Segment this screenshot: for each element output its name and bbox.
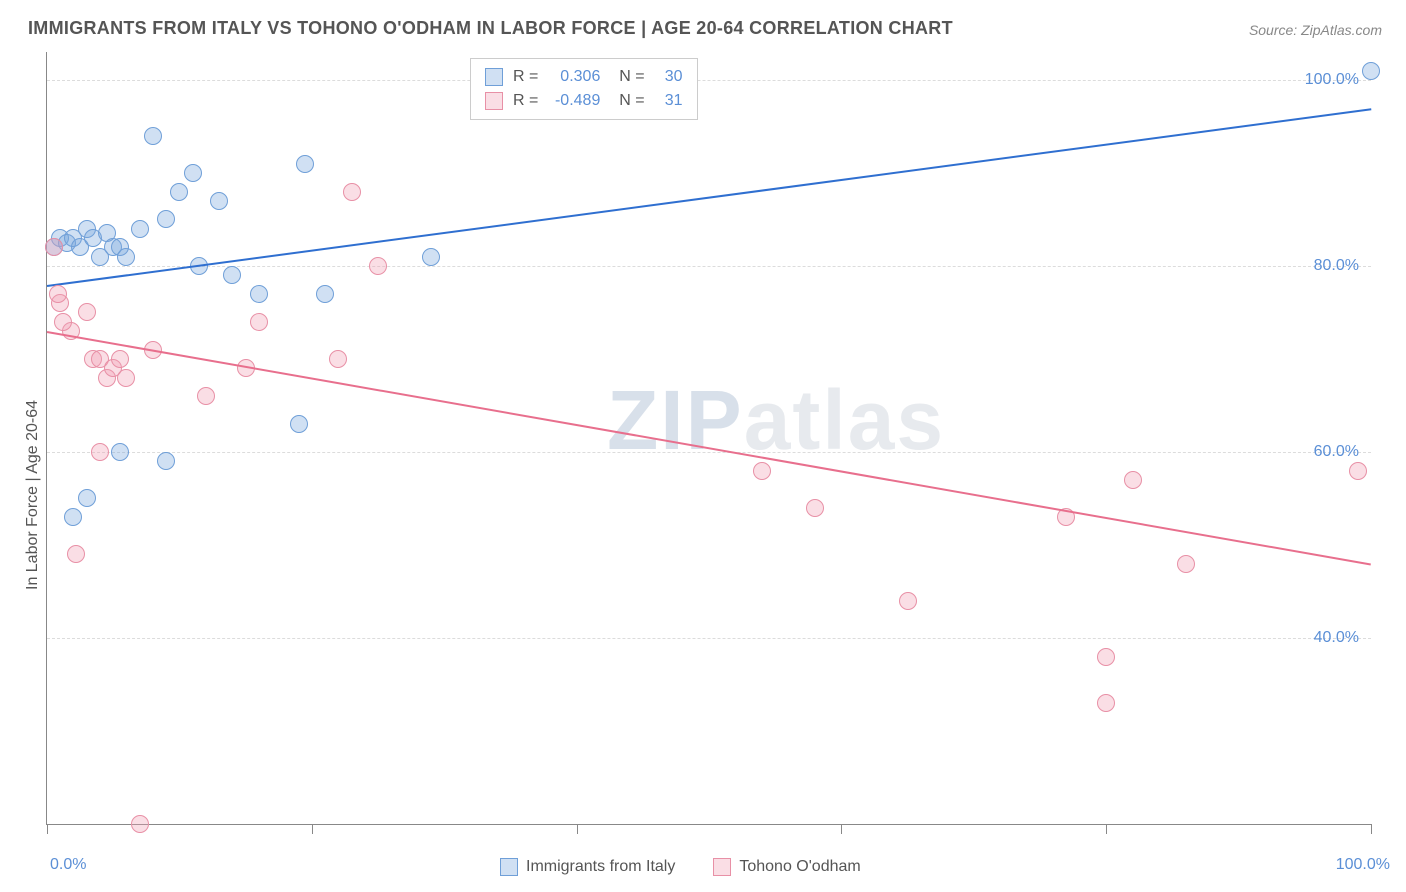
x-tick (577, 824, 578, 834)
data-point (1097, 648, 1115, 666)
legend-n-value: 31 (655, 89, 683, 113)
legend-swatch (485, 92, 503, 110)
data-point (343, 183, 361, 201)
data-point (1124, 471, 1142, 489)
data-point (210, 192, 228, 210)
data-point (184, 164, 202, 182)
x-axis-min-label: 0.0% (50, 856, 86, 874)
data-point (144, 127, 162, 145)
plot-area: ZIPatlas 40.0% 60.0% 80.0% 100.0% (46, 52, 1371, 825)
data-point (91, 443, 109, 461)
data-point (111, 350, 129, 368)
source-label: Source: ZipAtlas.com (1249, 22, 1382, 38)
data-point (422, 248, 440, 266)
legend-r-label: R = (513, 89, 538, 113)
legend-n-value: 30 (655, 65, 683, 89)
x-axis-max-label: 100.0% (1336, 856, 1390, 874)
gridline (47, 638, 1371, 639)
y-axis-label: In Labor Force | Age 20-64 (24, 400, 42, 590)
data-point (369, 257, 387, 275)
data-point (117, 248, 135, 266)
trend-line (47, 108, 1371, 287)
data-point (316, 285, 334, 303)
data-point (250, 313, 268, 331)
watermark: ZIPatlas (607, 372, 945, 469)
legend-swatch (485, 68, 503, 86)
data-point (290, 415, 308, 433)
data-point (296, 155, 314, 173)
gridline (47, 452, 1371, 453)
data-point (250, 285, 268, 303)
data-point (78, 489, 96, 507)
y-tick-label: 80.0% (1314, 257, 1359, 275)
data-point (753, 462, 771, 480)
y-tick-label: 60.0% (1314, 443, 1359, 461)
legend-r-label: R = (513, 65, 538, 89)
trend-line (47, 331, 1371, 565)
data-point (111, 443, 129, 461)
legend-item: Tohono O'odham (713, 858, 860, 876)
data-point (170, 183, 188, 201)
correlation-legend: R = 0.306 N = 30 R = -0.489 N = 31 (470, 58, 698, 120)
data-point (197, 387, 215, 405)
data-point (131, 815, 149, 833)
y-tick-label: 100.0% (1305, 71, 1359, 89)
data-point (1362, 62, 1380, 80)
data-point (45, 238, 63, 256)
legend-row: R = -0.489 N = 31 (485, 89, 683, 113)
data-point (131, 220, 149, 238)
chart-title: IMMIGRANTS FROM ITALY VS TOHONO O'ODHAM … (28, 18, 953, 39)
data-point (157, 210, 175, 228)
data-point (78, 303, 96, 321)
series-legend: Immigrants from Italy Tohono O'odham (500, 858, 861, 876)
data-point (64, 508, 82, 526)
legend-r-value: -0.489 (548, 89, 600, 113)
data-point (1349, 462, 1367, 480)
legend-item: Immigrants from Italy (500, 858, 675, 876)
x-tick (1106, 824, 1107, 834)
legend-n-label: N = (610, 89, 644, 113)
data-point (117, 369, 135, 387)
data-point (157, 452, 175, 470)
data-point (329, 350, 347, 368)
legend-series-name: Immigrants from Italy (526, 858, 675, 876)
data-point (1097, 694, 1115, 712)
y-tick-label: 40.0% (1314, 629, 1359, 647)
data-point (49, 285, 67, 303)
data-point (223, 266, 241, 284)
x-tick (312, 824, 313, 834)
x-tick (1371, 824, 1372, 834)
data-point (806, 499, 824, 517)
data-point (1177, 555, 1195, 573)
legend-r-value: 0.306 (548, 65, 600, 89)
x-tick (841, 824, 842, 834)
legend-swatch (500, 858, 518, 876)
data-point (899, 592, 917, 610)
legend-swatch (713, 858, 731, 876)
gridline (47, 266, 1371, 267)
legend-series-name: Tohono O'odham (739, 858, 860, 876)
gridline (47, 80, 1371, 81)
x-tick (47, 824, 48, 834)
data-point (54, 313, 72, 331)
legend-row: R = 0.306 N = 30 (485, 65, 683, 89)
data-point (67, 545, 85, 563)
legend-n-label: N = (610, 65, 644, 89)
